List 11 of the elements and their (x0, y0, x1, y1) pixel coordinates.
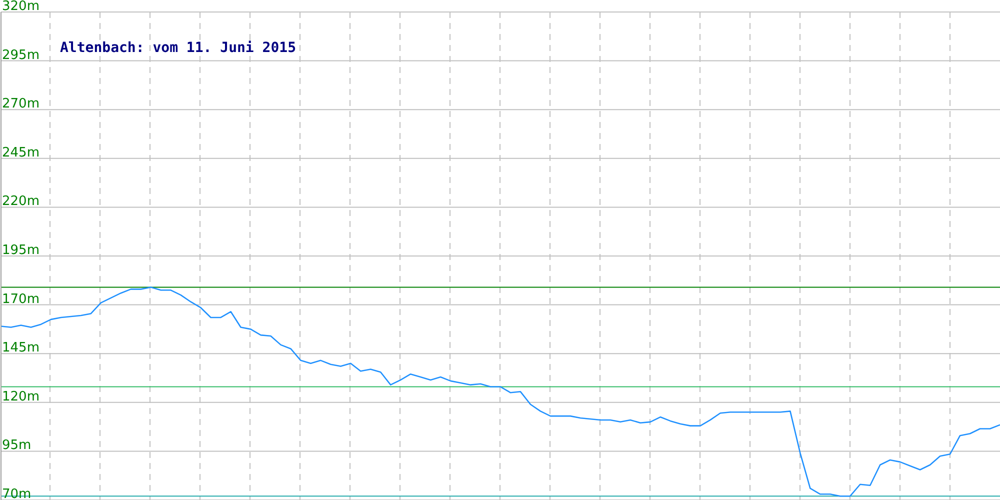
y-tick-label: 220m (2, 194, 40, 210)
y-tick-label: 295m (2, 48, 40, 63)
text: Altenbach: vom 11. Juni 2015 (60, 40, 296, 56)
y-tick-label: 95m (2, 438, 32, 454)
y-tick-label: 145m (2, 340, 40, 356)
y-tick-label: 245m (2, 145, 40, 160)
y-tick-label: 270m (2, 96, 40, 112)
y-tick-label: 120m (2, 389, 40, 404)
y-tick-label: 195m (2, 243, 40, 258)
y-tick-label: 320m (2, 0, 40, 14)
y-tick-label: 170m (2, 292, 40, 307)
